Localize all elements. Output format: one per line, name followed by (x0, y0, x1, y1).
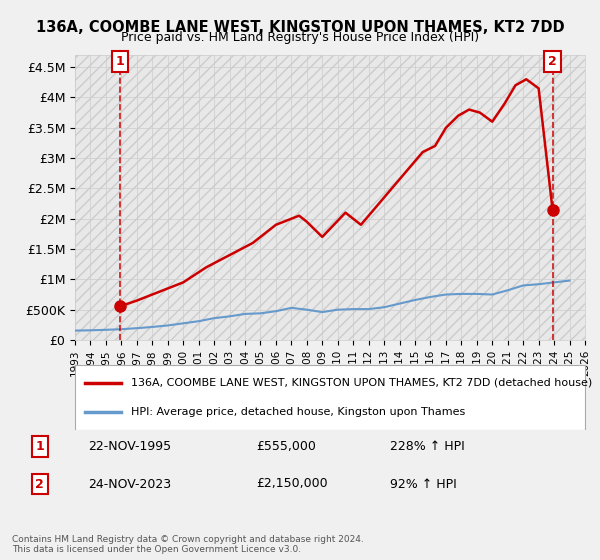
Text: 24-NOV-2023: 24-NOV-2023 (88, 478, 171, 491)
Text: 92% ↑ HPI: 92% ↑ HPI (391, 478, 457, 491)
Text: HPI: Average price, detached house, Kingston upon Thames: HPI: Average price, detached house, King… (131, 407, 466, 417)
Text: 136A, COOMBE LANE WEST, KINGSTON UPON THAMES, KT2 7DD (detached house): 136A, COOMBE LANE WEST, KINGSTON UPON TH… (131, 377, 592, 388)
Text: 136A, COOMBE LANE WEST, KINGSTON UPON THAMES, KT2 7DD: 136A, COOMBE LANE WEST, KINGSTON UPON TH… (35, 20, 565, 35)
Text: 228% ↑ HPI: 228% ↑ HPI (391, 440, 465, 453)
Text: Price paid vs. HM Land Registry's House Price Index (HPI): Price paid vs. HM Land Registry's House … (121, 31, 479, 44)
Text: £555,000: £555,000 (256, 440, 316, 453)
Text: £2,150,000: £2,150,000 (256, 478, 328, 491)
Text: 2: 2 (35, 478, 44, 491)
Text: Contains HM Land Registry data © Crown copyright and database right 2024.
This d: Contains HM Land Registry data © Crown c… (12, 535, 364, 554)
Text: 22-NOV-1995: 22-NOV-1995 (88, 440, 171, 453)
Text: 2: 2 (548, 55, 557, 68)
Text: 1: 1 (115, 55, 124, 68)
Text: 1: 1 (35, 440, 44, 453)
